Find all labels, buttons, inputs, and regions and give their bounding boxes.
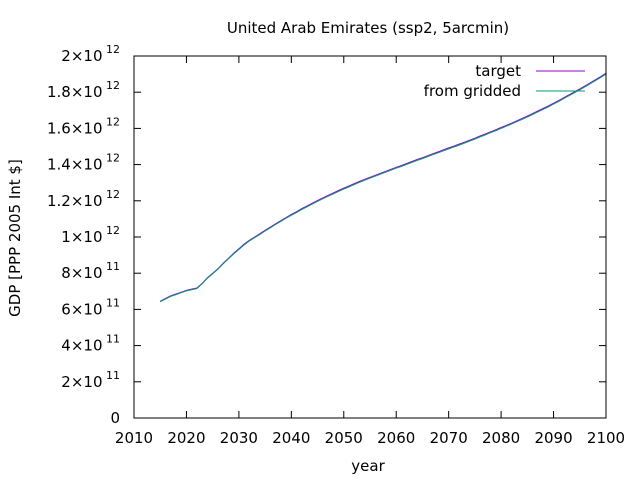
y-tick-label: 2×10 12: [61, 43, 120, 65]
y-tick-label: 0: [110, 409, 120, 427]
y-tick-label: 6×10 11: [61, 296, 120, 318]
y-tick-mantissa: 2×10: [61, 373, 102, 391]
y-tick-mantissa: 1.6×10: [47, 119, 103, 137]
y-tick-labels: 02×10 114×10 116×10 118×10 111×10 121.2×…: [47, 43, 120, 427]
x-tick-label: 2060: [377, 429, 415, 447]
y-tick-label: 1.2×10 12: [47, 188, 120, 210]
x-tick-label: 2100: [587, 429, 625, 447]
x-tick-label: 2020: [167, 429, 205, 447]
x-tick-label: 2030: [220, 429, 258, 447]
y-tick-mantissa: 0: [110, 409, 120, 427]
y-tick-label: 8×10 11: [61, 260, 120, 282]
y-tick-exponent: 12: [103, 43, 121, 56]
axis-ticks: [133, 55, 607, 419]
y-tick-label: 1.6×10 12: [47, 115, 120, 137]
y-axis-label: GDP [PPP 2005 Int $]: [6, 159, 24, 317]
x-axis-label: year: [351, 457, 385, 475]
series-line-from-gridded: [159, 73, 607, 303]
legend-label: target: [475, 62, 521, 80]
y-tick-mantissa: 8×10: [61, 264, 102, 282]
legend: target from gridded: [424, 62, 585, 100]
series-lines: [159, 72, 607, 303]
x-tick-label: 2070: [430, 429, 468, 447]
y-tick-label: 1×10 12: [61, 224, 120, 246]
y-tick-mantissa: 1.4×10: [47, 156, 103, 174]
legend-label: from gridded: [424, 82, 521, 100]
x-tick-label: 2010: [115, 429, 153, 447]
y-tick-exponent: 12: [103, 152, 121, 165]
y-tick-exponent: 11: [103, 260, 121, 273]
y-tick-mantissa: 1.2×10: [47, 192, 103, 210]
y-tick-label: 4×10 11: [61, 333, 120, 355]
y-tick-label: 2×10 11: [61, 369, 120, 391]
y-tick-mantissa: 1×10: [61, 228, 102, 246]
x-tick-label: 2080: [482, 429, 520, 447]
x-tick-label: 2040: [272, 429, 310, 447]
y-tick-label: 1.8×10 12: [47, 79, 120, 101]
x-tick-label: 2090: [534, 429, 572, 447]
y-tick-exponent: 12: [103, 115, 121, 128]
x-tick-labels: 2010 2020 2030 2040 2050 2060 2070 2080 2090 2100: [115, 429, 625, 447]
y-tick-exponent: 12: [103, 79, 121, 92]
chart-title: United Arab Emirates (ssp2, 5arcmin): [227, 19, 509, 37]
y-tick-mantissa: 1.8×10: [47, 83, 103, 101]
y-tick-exponent: 11: [103, 333, 121, 346]
series-line-target: [159, 72, 607, 302]
x-tick-label: 2050: [325, 429, 363, 447]
y-tick-mantissa: 6×10: [61, 300, 102, 318]
plot-frame: [133, 55, 607, 419]
y-tick-label: 1.4×10 12: [47, 152, 120, 174]
y-tick-exponent: 11: [103, 296, 121, 309]
y-tick-exponent: 12: [103, 188, 121, 201]
y-tick-exponent: 11: [103, 369, 121, 382]
y-tick-exponent: 12: [103, 224, 121, 237]
y-tick-mantissa: 2×10: [61, 47, 102, 65]
y-tick-mantissa: 4×10: [61, 337, 102, 355]
